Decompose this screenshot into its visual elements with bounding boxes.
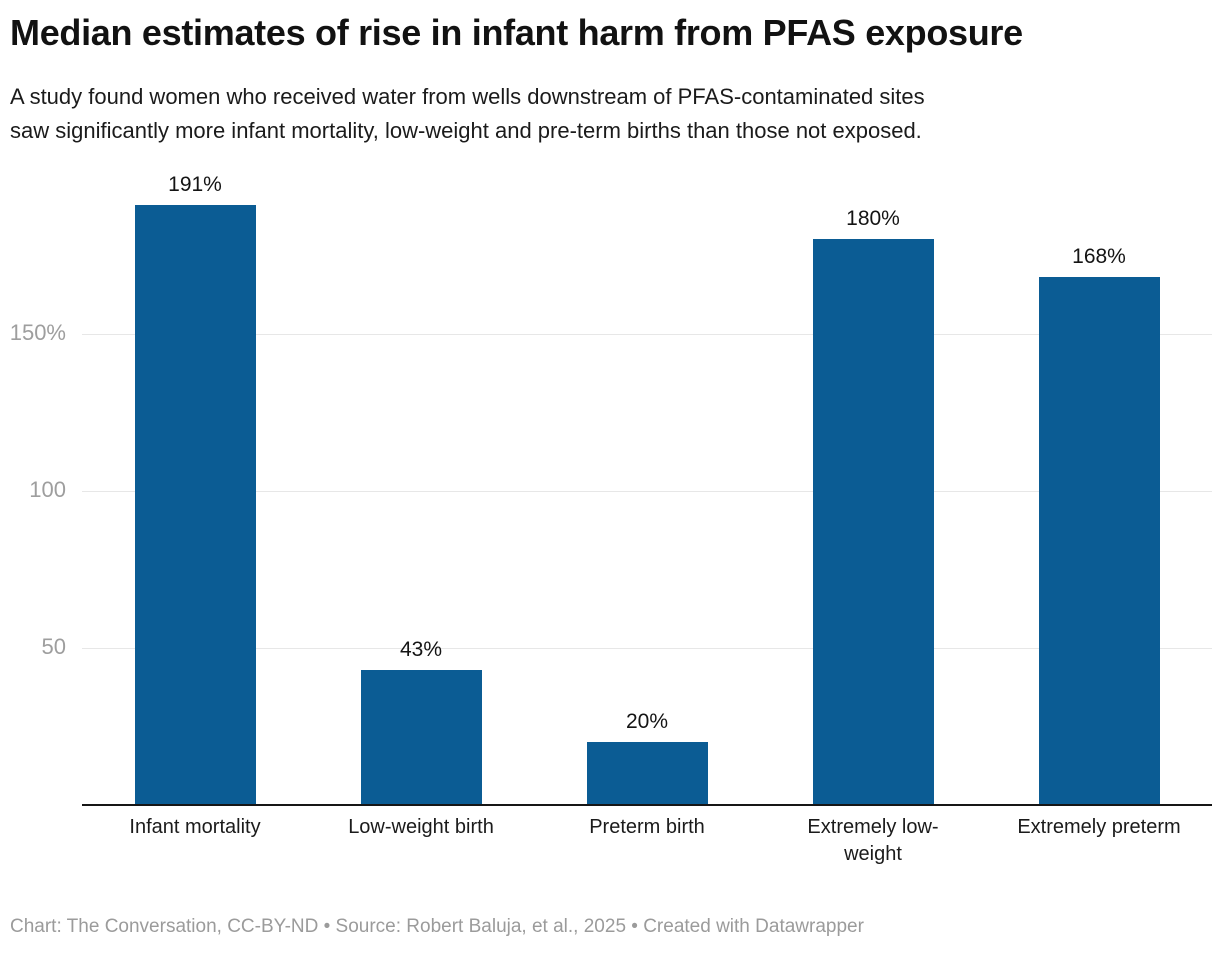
y-tick-label: 100 xyxy=(29,476,66,502)
bar-value-label: 180% xyxy=(846,207,900,231)
x-category-label: Infant mortality xyxy=(82,814,308,841)
bar-value-label: 20% xyxy=(625,710,669,734)
x-category-label-line: Extremely low- xyxy=(807,816,939,838)
x-category-label-line: Infant mortality xyxy=(129,816,261,838)
chart-subtitle-line-1: A study found women who received water f… xyxy=(10,84,925,109)
bar xyxy=(360,669,482,805)
y-tick-label: 150% xyxy=(9,319,66,345)
y-gridline xyxy=(82,333,1212,335)
x-category-label: Extremely low-weight xyxy=(760,814,986,868)
x-category-label-line: Preterm birth xyxy=(589,816,705,838)
x-category-label: Preterm birth xyxy=(534,814,760,841)
chart-subtitle-line-2: saw significantly more infant mortality,… xyxy=(10,118,922,143)
bar xyxy=(586,742,708,805)
x-category-label: Low-weight birth xyxy=(308,814,534,841)
chart-attribution: Chart: The Conversation, CC-BY-ND • Sour… xyxy=(10,916,864,937)
x-axis-line xyxy=(82,804,1212,806)
bar xyxy=(134,204,256,805)
bar xyxy=(1038,277,1160,805)
x-category-label: Extremely preterm xyxy=(986,814,1212,841)
x-category-label-line: weight xyxy=(844,843,902,865)
x-category-label-line: Low-weight birth xyxy=(348,816,494,838)
chart-title: Median estimates of rise in infant harm … xyxy=(10,12,1023,53)
bar xyxy=(812,239,934,805)
bar-value-label: 191% xyxy=(168,172,222,196)
x-category-label-line: Extremely preterm xyxy=(1017,816,1181,838)
y-tick-label: 50 xyxy=(41,633,66,659)
y-gridline xyxy=(82,647,1212,649)
y-gridline xyxy=(82,490,1212,492)
chart-subtitle: A study found women who received water f… xyxy=(10,80,1210,148)
bar-value-label: 43% xyxy=(399,637,443,661)
bar-value-label: 168% xyxy=(1072,245,1126,269)
